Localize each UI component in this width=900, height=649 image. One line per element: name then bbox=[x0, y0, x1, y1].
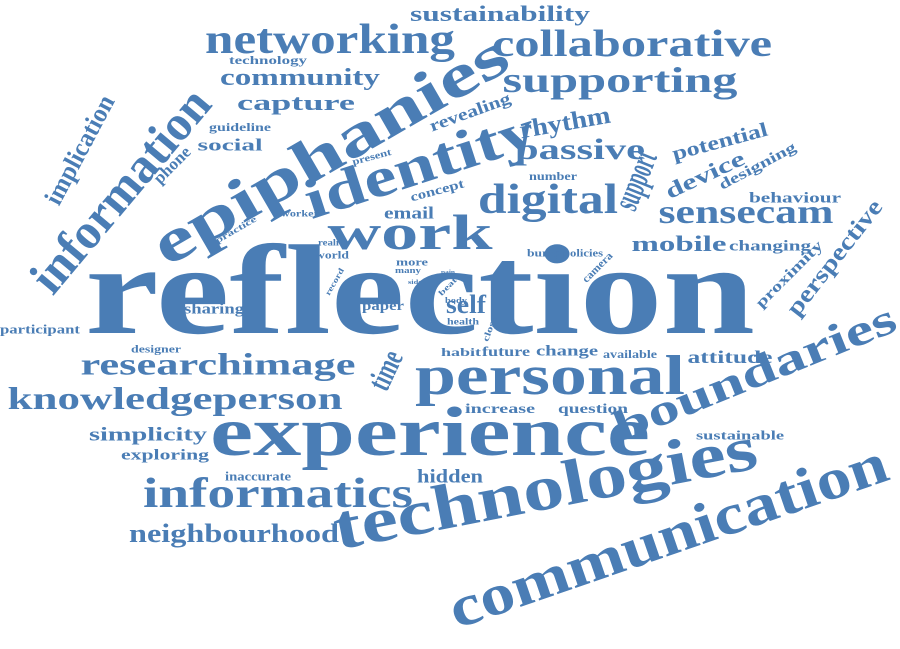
cloud-word: side bbox=[407, 280, 423, 286]
cloud-word: digital bbox=[478, 177, 618, 223]
cloud-word: community bbox=[220, 65, 380, 91]
cloud-word: passive bbox=[514, 133, 646, 166]
cloud-word: simplicity bbox=[88, 424, 208, 446]
cloud-word: networking bbox=[205, 17, 455, 63]
cloud-word: supporting bbox=[502, 60, 738, 100]
cloud-word: number bbox=[529, 169, 577, 183]
cloud-word: body bbox=[444, 296, 468, 305]
cloud-word: increase bbox=[464, 402, 536, 417]
cloud-word: behaviour bbox=[749, 190, 842, 207]
cloud-word: paper bbox=[362, 299, 404, 314]
cloud-word: researchimage bbox=[80, 346, 356, 382]
cloud-word: sustainability bbox=[410, 1, 590, 26]
cloud-word: reality bbox=[318, 237, 348, 248]
cloud-word: hidden bbox=[416, 466, 484, 488]
cloud-word: health bbox=[446, 316, 480, 327]
cloud-word: worker bbox=[280, 208, 320, 219]
cloud-word: mobile bbox=[631, 231, 727, 256]
cloud-word: future bbox=[481, 345, 531, 360]
cloud-word: change bbox=[535, 343, 599, 360]
cloud-word: self bbox=[445, 290, 487, 319]
cloud-word: neighbourhood bbox=[129, 519, 340, 548]
cloud-word: changing bbox=[729, 238, 812, 255]
cloud-word: work bbox=[327, 204, 493, 260]
cloud-word: bump bbox=[526, 247, 562, 260]
cloud-word: question bbox=[558, 402, 629, 417]
cloud-word: capture bbox=[236, 90, 356, 115]
cloud-word: habit bbox=[441, 345, 482, 359]
cloud-word: sharing bbox=[183, 301, 245, 318]
cloud-word: collaborative bbox=[491, 23, 773, 65]
cloud-word: world bbox=[315, 249, 349, 262]
cloud-word: participant bbox=[0, 321, 81, 337]
cloud-word: guideline bbox=[209, 120, 272, 134]
cloud-word: designer bbox=[130, 343, 182, 356]
cloud-word: informatics bbox=[143, 471, 413, 517]
cloud-word: many bbox=[395, 266, 422, 275]
cloud-word: available bbox=[602, 347, 658, 361]
cloud-word: policies bbox=[563, 247, 604, 260]
cloud-word: knowledgeperson bbox=[7, 380, 343, 416]
cloud-word: exploring bbox=[120, 447, 210, 464]
cloud-word: sustainable bbox=[696, 427, 785, 443]
cloud-word: experience bbox=[210, 394, 650, 471]
cloud-word: attitude bbox=[687, 347, 773, 367]
cloud-word: reflection bbox=[85, 219, 755, 361]
cloud-word: sensecam bbox=[658, 194, 834, 231]
cloud-word: personal bbox=[414, 345, 686, 407]
cloud-word: technology bbox=[228, 53, 308, 67]
cloud-word: more bbox=[395, 256, 429, 269]
cloud-word: social bbox=[197, 135, 263, 155]
cloud-word: pain bbox=[441, 270, 456, 276]
cloud-word: inaccurate bbox=[224, 468, 292, 484]
cloud-word: email bbox=[383, 203, 435, 223]
